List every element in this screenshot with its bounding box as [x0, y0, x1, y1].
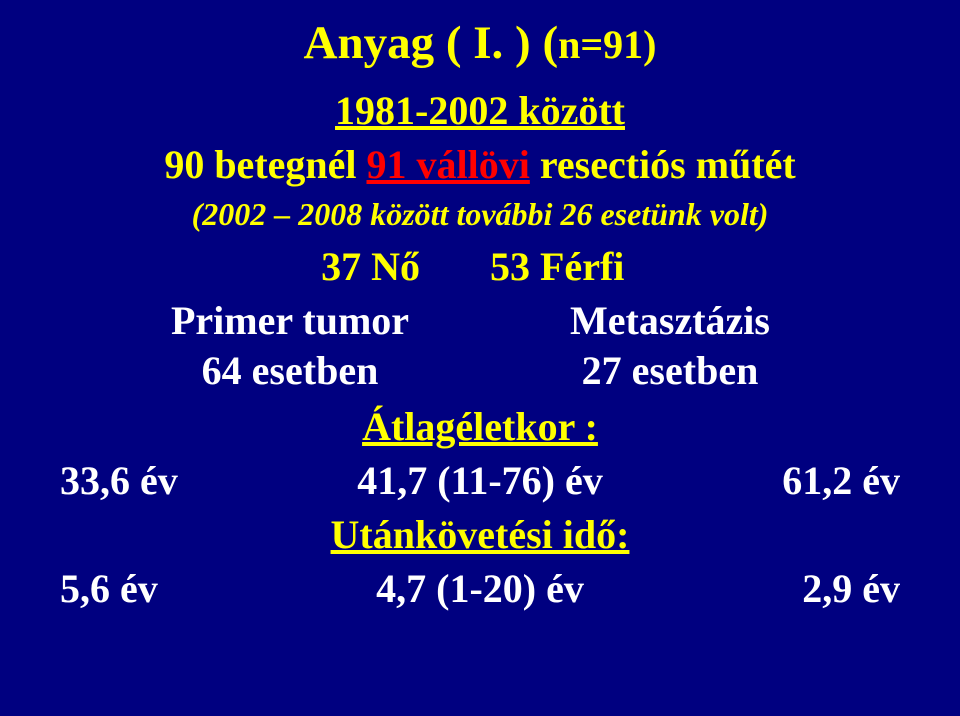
title-small: n=91) — [558, 22, 656, 67]
fu-left: 5,6 év — [60, 562, 260, 616]
primary-label: Primer tumor — [100, 296, 480, 346]
age-right: 61,2 év — [700, 454, 900, 508]
patients-post: resectiós műtét — [530, 142, 796, 187]
gender-line: 37 Nő 53 Férfi — [30, 243, 930, 290]
primary-count: 64 esetben — [100, 346, 480, 396]
period-line: 1981-2002 között — [30, 84, 930, 138]
metastasis-col: Metasztázis 27 esetben — [480, 296, 860, 396]
avg-age-label: Átlagéletkor : — [30, 400, 930, 454]
subnote: (2002 – 2008 között további 26 esetünk v… — [30, 196, 930, 233]
fu-right: 2,9 év — [700, 562, 900, 616]
fu-mid: 4,7 (1-20) év — [260, 562, 700, 616]
patients-pre: 90 betegnél — [164, 142, 366, 187]
patients-line: 90 betegnél 91 vállövi resectiós műtét — [30, 138, 930, 192]
slide-title: Anyag ( I. ) (n=91) — [30, 18, 930, 70]
gender-male: 53 Férfi — [490, 243, 710, 290]
gender-female: 37 Nő — [250, 243, 420, 290]
age-row: 33,6 év 41,7 (11-76) év 61,2 év — [30, 454, 930, 508]
meta-label: Metasztázis — [480, 296, 860, 346]
meta-count: 27 esetben — [480, 346, 860, 396]
age-mid: 41,7 (11-76) év — [260, 454, 700, 508]
followup-row: 5,6 év 4,7 (1-20) év 2,9 év — [30, 562, 930, 616]
title-main: Anyag ( I. ) ( — [304, 17, 559, 69]
patients-link: 91 vállövi — [367, 142, 530, 187]
primary-tumor-col: Primer tumor 64 esetben — [100, 296, 480, 396]
followup-label: Utánkövetési idő: — [30, 508, 930, 562]
age-left: 33,6 év — [60, 454, 260, 508]
tumor-row: Primer tumor 64 esetben Metasztázis 27 e… — [30, 296, 930, 396]
slide: Anyag ( I. ) (n=91) 1981-2002 között 90 … — [0, 0, 960, 716]
